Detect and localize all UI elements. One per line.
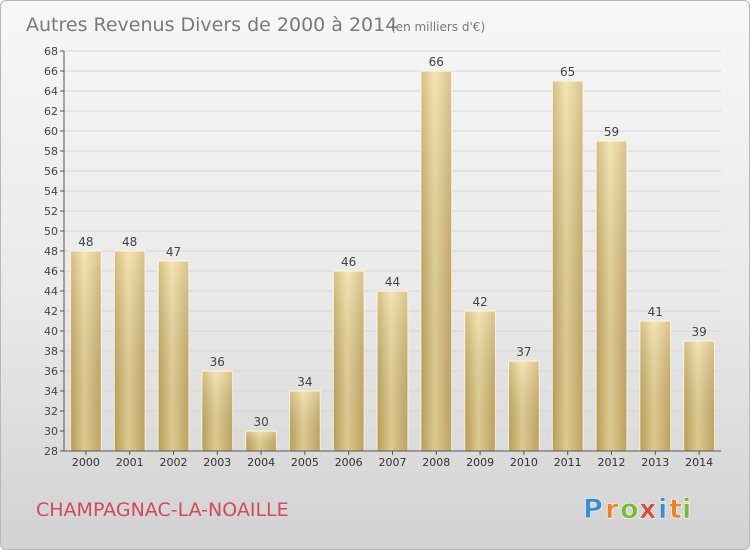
bar-shade bbox=[158, 261, 189, 451]
value-label: 30 bbox=[253, 415, 268, 429]
y-tick-label: 48 bbox=[44, 245, 58, 258]
x-tick-label: 2006 bbox=[335, 456, 363, 469]
y-tick-label: 58 bbox=[44, 145, 58, 158]
y-tick-label: 42 bbox=[44, 305, 58, 318]
y-tick-label: 34 bbox=[44, 385, 58, 398]
bar-shade bbox=[333, 271, 365, 451]
bar-shade bbox=[508, 361, 540, 451]
y-tick-label: 50 bbox=[44, 225, 58, 238]
value-labels: 48 48 47 36 30 34 46 44 66 42 37 65 59 41 39 bbox=[78, 55, 706, 429]
bar-shade bbox=[289, 391, 321, 451]
x-tick-label: 2013 bbox=[641, 456, 669, 469]
x-tick-label: 2007 bbox=[379, 456, 407, 469]
y-tick-label: 40 bbox=[44, 325, 58, 338]
y-tick-label: 66 bbox=[44, 65, 58, 78]
axes bbox=[63, 51, 721, 452]
y-tick-label: 30 bbox=[44, 425, 58, 438]
y-tick-label: 56 bbox=[44, 165, 58, 178]
y-tick-label: 52 bbox=[44, 205, 58, 218]
x-tick-label: 2009 bbox=[466, 456, 494, 469]
bar-shade bbox=[70, 251, 102, 451]
bar-shade bbox=[596, 141, 627, 451]
bar-shade bbox=[377, 291, 408, 451]
value-label: 46 bbox=[341, 255, 356, 269]
value-label: 42 bbox=[472, 295, 487, 309]
x-tick-label: 2012 bbox=[598, 456, 626, 469]
value-label: 65 bbox=[560, 65, 575, 79]
x-tick-label: 2014 bbox=[685, 456, 713, 469]
bars bbox=[70, 70, 715, 452]
logo-letter: i bbox=[658, 494, 667, 525]
value-label: 48 bbox=[78, 235, 93, 249]
x-tick-label: 2008 bbox=[422, 456, 450, 469]
y-tick-label: 64 bbox=[44, 85, 58, 98]
value-label: 44 bbox=[385, 275, 400, 289]
value-label: 37 bbox=[516, 345, 531, 359]
x-tick-label: 2010 bbox=[510, 456, 538, 469]
logo-letter: P bbox=[583, 494, 603, 525]
bar-shade bbox=[683, 341, 715, 451]
bar-shade bbox=[245, 431, 277, 451]
value-label: 47 bbox=[166, 245, 181, 259]
value-label: 39 bbox=[691, 325, 706, 339]
value-label: 36 bbox=[210, 355, 225, 369]
bar-shade bbox=[639, 321, 671, 451]
y-tick-label: 60 bbox=[44, 125, 58, 138]
value-label: 48 bbox=[122, 235, 137, 249]
bar-shade bbox=[464, 311, 496, 451]
x-tick-label: 2011 bbox=[554, 456, 582, 469]
commune-name: CHAMPAGNAC-LA-NOAILLE bbox=[36, 499, 289, 521]
value-label: 34 bbox=[297, 375, 312, 389]
y-tick-label: 44 bbox=[44, 285, 58, 298]
y-axis-ticks: 28 30 32 34 36 38 40 42 44 46 48 50 52 54 56 58 60 62 64 66… bbox=[44, 45, 64, 458]
logo-letter: i bbox=[682, 494, 691, 525]
y-tick-label: 46 bbox=[44, 265, 58, 278]
x-tick-label: 2003 bbox=[203, 456, 231, 469]
logo-letter: t bbox=[669, 494, 682, 525]
x-tick-label: 2005 bbox=[291, 456, 319, 469]
bar-shade bbox=[201, 371, 233, 451]
y-tick-label: 28 bbox=[44, 445, 58, 458]
x-tick-label: 2004 bbox=[247, 456, 275, 469]
x-tick-label: 2000 bbox=[72, 456, 100, 469]
y-tick-label: 62 bbox=[44, 105, 58, 118]
bar-shade bbox=[420, 71, 452, 451]
value-label: 59 bbox=[604, 125, 619, 139]
logo-letter: o bbox=[620, 494, 639, 525]
y-tick-label: 32 bbox=[44, 405, 58, 418]
chart-subtitle: (en milliers d'€) bbox=[391, 20, 485, 34]
y-tick-label: 68 bbox=[44, 45, 58, 58]
logo-letter: r bbox=[605, 494, 619, 525]
x-tick-label: 2001 bbox=[116, 456, 144, 469]
value-label: 66 bbox=[429, 55, 444, 69]
y-tick-label: 36 bbox=[44, 365, 58, 378]
logo-letter: x bbox=[639, 494, 656, 525]
bar-shade bbox=[552, 81, 584, 451]
y-tick-label: 54 bbox=[44, 185, 58, 198]
x-tick-label: 2002 bbox=[160, 456, 188, 469]
x-axis-ticks: 2000 2001 2002 2003 2004 2005 2006 2007 2008 2009… bbox=[72, 451, 713, 469]
value-label: 41 bbox=[648, 305, 663, 319]
y-tick-label: 38 bbox=[44, 345, 58, 358]
bar-shade bbox=[114, 251, 146, 451]
chart-title: Autres Revenus Divers de 2000 à 2014 bbox=[26, 14, 397, 36]
